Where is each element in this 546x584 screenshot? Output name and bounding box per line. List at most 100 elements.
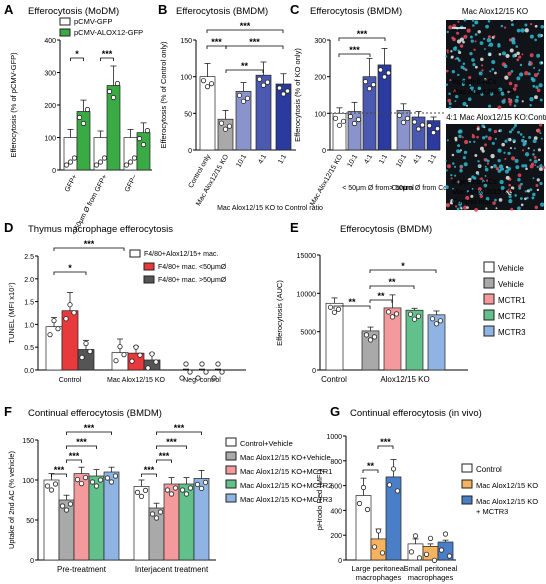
micrograph-bottom-cell (483, 158, 487, 162)
panel-f-point (194, 481, 201, 487)
micrograph-bottom-cell (519, 197, 523, 200)
panel-b-title: Efferocytosis (BMDM) (176, 6, 268, 17)
micrograph-bottom-cell (513, 147, 516, 150)
micrograph-bottom-legend-2: Mac Alox12/15 KO (452, 187, 514, 196)
micrograph-top-cell (516, 76, 521, 81)
panel-e-legend-swatch (483, 309, 495, 321)
panel-f-sig-bracket (66, 445, 97, 449)
micrograph-bottom-cell (507, 137, 510, 140)
panel-a-y-tick-label: 200 (44, 103, 56, 110)
micrograph-bottom-cell (451, 162, 455, 165)
panel-f-sig-bracket (156, 459, 172, 463)
panel-f-legend-label: Mac Alox12/15 KO+Vehicle (240, 453, 331, 462)
panel-b-point (256, 76, 263, 82)
panel-g-point (446, 553, 453, 559)
panel-a-point (80, 120, 87, 127)
micrograph-bottom-cell (491, 141, 495, 145)
micrograph-top-cell (483, 48, 486, 51)
micrograph-top-cell (446, 30, 450, 34)
micrograph-top-cell (533, 66, 536, 70)
micrograph-top-cell (510, 18, 514, 22)
panel-c-group-label-2: > 50μm Ø from Control (389, 185, 461, 192)
panel-f-point (142, 487, 149, 493)
micrograph-bottom-cell (478, 191, 483, 196)
micrograph-top-cell (466, 28, 471, 33)
panel-c-point (411, 119, 418, 125)
panel-b-point (264, 79, 271, 85)
panel-e-title: Efferocytosis (BMDM) (340, 224, 432, 235)
micrograph-bottom-cell (449, 201, 454, 205)
micrograph-top-cell (474, 65, 478, 69)
micrograph-top-cell (461, 82, 465, 86)
panel-f-legend-swatch (225, 493, 237, 503)
micrograph-top-cell (474, 40, 477, 43)
panel-a-point (93, 162, 100, 168)
micrograph-top-cell (469, 51, 473, 56)
micrograph-bottom-cell (484, 143, 487, 147)
panel-d-point (117, 344, 123, 350)
panel-f-legend-swatch (225, 437, 237, 447)
panel-g-y-tick-label: 200 (330, 533, 342, 540)
panel-f-point (63, 507, 70, 513)
micrograph-bottom-cell (457, 130, 461, 134)
micrograph-top-cell (449, 79, 452, 82)
panel-b-point (200, 78, 207, 84)
micrograph-top-cell (510, 37, 515, 42)
micrograph-bottom-cell (485, 207, 488, 210)
micrograph-bottom-cell (507, 167, 512, 171)
panel-d-letter: D (4, 220, 13, 235)
micrograph-bottom-cell (514, 194, 517, 197)
panel-b-point (222, 126, 229, 132)
panel-a-ylabel: Efferocytosis (% of pCMV-GFP) (9, 52, 18, 158)
panel-d-title: Thymus macrophage efferocytosis (28, 224, 173, 235)
panel-a-bar-alox (76, 111, 91, 171)
micrograph-bottom-cell (462, 156, 466, 160)
panel-c-letter: C (290, 2, 300, 17)
micrograph-top-cell (457, 49, 460, 52)
panel-b-y-tick-label: 50 (184, 111, 192, 118)
panel-f-sig-label: *** (54, 465, 65, 475)
panel-g-point (431, 557, 438, 563)
panel-g-legend-label-3: Mac Alox12/15 KO (476, 497, 538, 506)
panel-d-x-tick-label: Control (59, 377, 82, 384)
panel-d-y-tick-label: 2.0 (24, 277, 34, 284)
micrograph-bottom-cell (539, 132, 542, 135)
panel-g-point (386, 482, 393, 488)
micrograph-top-cell (472, 24, 475, 27)
micrograph-bottom-cell (504, 158, 507, 161)
micrograph-bottom-cell (508, 183, 511, 187)
micrograph-bottom-legend-1: Ingested ACs (452, 177, 497, 186)
micrograph-bottom-cell (497, 158, 501, 163)
micrograph-top-cell (451, 36, 455, 40)
panel-f-sig-label: *** (84, 423, 95, 433)
micrograph-bottom-cell (490, 153, 495, 159)
panel-a-y-tick-label: 300 (44, 71, 56, 78)
micrograph-bottom-cell (457, 144, 461, 148)
micrograph-bottom-cell (480, 146, 484, 151)
micrograph-bottom-cell (524, 152, 530, 157)
micrograph-top-cell (535, 85, 539, 89)
panel-g-legend-swatch (461, 495, 473, 505)
micrograph-top-cell (472, 89, 476, 94)
panel-c-point (370, 82, 377, 88)
panel-g-point (416, 555, 423, 561)
micrograph-top-cell (524, 23, 528, 27)
panel-b-point (226, 123, 233, 129)
micrograph-top-cell (507, 90, 511, 94)
micrograph-bottom-cell (482, 179, 486, 183)
micrograph-bottom-cell (476, 127, 480, 131)
micrograph-top-cell (515, 45, 519, 48)
panel-c-y-tick-label: 100 (314, 111, 326, 118)
micrograph-bottom-cell (446, 139, 449, 142)
panel-e-sig-bracket (369, 269, 437, 273)
micrograph-top-cell (529, 104, 532, 107)
panel-d-point (67, 302, 73, 308)
panel-f-bar (73, 473, 90, 561)
micrograph-bottom-cell (529, 158, 532, 162)
panel-c-y-tick-label: 200 (314, 75, 326, 82)
micrograph-bottom-cell (484, 165, 487, 168)
micrograph-top-cell (524, 71, 529, 76)
panel-b-y-tick-label: 0 (188, 148, 192, 155)
panel-g-sig-bracket (377, 445, 394, 449)
panel-g-x-tick-label: Large peritoneal (351, 564, 406, 573)
